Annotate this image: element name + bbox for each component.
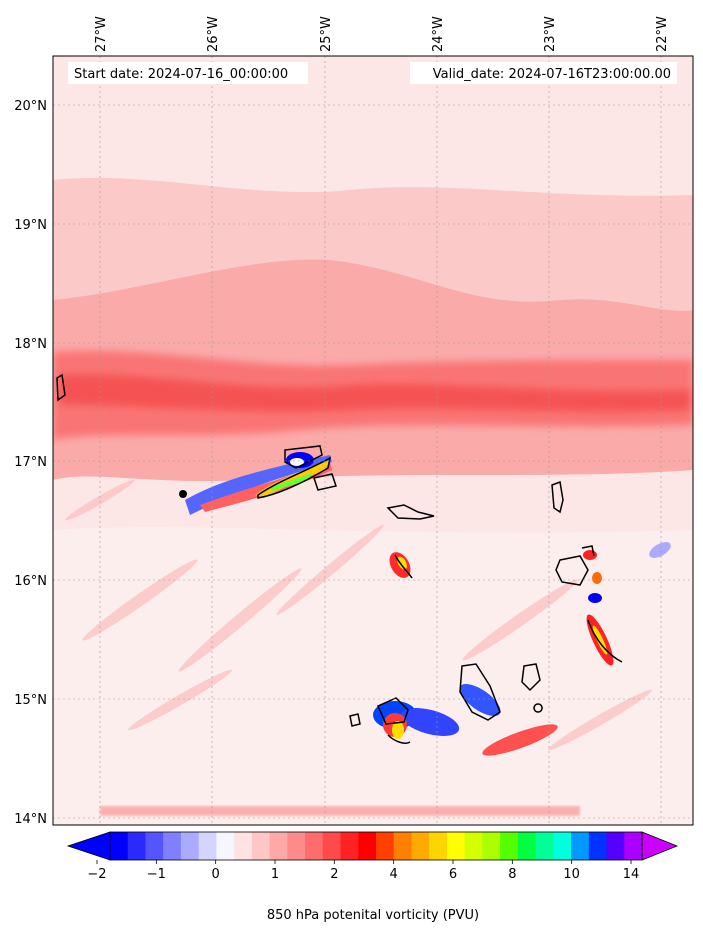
colorbar-segment xyxy=(624,832,643,860)
lon-tick-label: 23°W xyxy=(543,16,558,52)
colorbar-segment xyxy=(535,832,554,860)
southern-band xyxy=(53,527,693,825)
colorbar-segment xyxy=(376,832,395,860)
colorbar-segment xyxy=(429,832,448,860)
colorbar-segment xyxy=(606,832,625,860)
start-date-label: Start date: 2024-07-16_00:00:00 xyxy=(74,67,288,82)
colorbar-segment xyxy=(517,832,537,860)
contour-san-nicolau-small xyxy=(394,554,413,579)
colorbar-segment xyxy=(340,832,359,860)
colorbar-segment xyxy=(446,832,466,860)
colorbar-segment xyxy=(127,832,146,860)
colorbar-tick-label: 0 xyxy=(212,867,220,882)
lat-tick-label: 20°N xyxy=(14,99,47,114)
colorbar xyxy=(66,831,679,861)
colorbar-tick-label: −1 xyxy=(147,867,166,882)
island-santiago xyxy=(459,663,501,721)
colorbar-segment xyxy=(145,832,164,860)
colorbar-tick-label: 14 xyxy=(623,867,640,882)
valid-date-label: Valid_date: 2024-07-16T23:00:00.00 xyxy=(433,67,671,82)
contour-sal-small xyxy=(581,545,595,557)
lat-tick-label: 18°N xyxy=(14,337,47,352)
jet-core xyxy=(60,374,690,412)
colorbar-segment xyxy=(411,832,430,860)
lat-tick-label: 14°N xyxy=(14,812,47,827)
island-santo-antao xyxy=(284,445,323,469)
colorbar-frame xyxy=(109,831,643,861)
colorbar-tick-label: −2 xyxy=(87,867,106,882)
southern-strip xyxy=(100,806,580,816)
island-sal xyxy=(551,480,564,514)
valid-date-box xyxy=(410,62,677,84)
colorbar-label: 850 hPa potenital vorticity (PVU) xyxy=(267,908,479,923)
contour-santiago-small xyxy=(533,703,543,713)
lat-tick-labels: 20°N 19°N 18°N 17°N 16°N 15°N 14°N xyxy=(14,99,47,827)
lon-tick-label: 27°W xyxy=(94,16,109,52)
colorbar-tick-label: 2 xyxy=(330,867,338,882)
island-outlines xyxy=(56,373,623,744)
colorbar-segment xyxy=(216,832,235,860)
colorbar-segment xyxy=(358,832,377,860)
colorbar-tick-label: 8 xyxy=(508,867,516,882)
pv-field xyxy=(53,56,693,825)
lon-tick-labels: 27°W 26°W 25°W 24°W 23°W 22°W xyxy=(94,16,670,52)
colorbar-segment xyxy=(464,832,483,860)
lon-tick-label: 22°W xyxy=(655,16,670,52)
lat-tick-label: 17°N xyxy=(14,455,47,470)
colorbar-segment xyxy=(110,832,129,860)
colorbar-segment xyxy=(571,832,590,860)
gridlines xyxy=(53,56,693,825)
colorbar-segment xyxy=(553,832,572,860)
colorbar-segment xyxy=(163,832,182,860)
colorbar-tick-label: 1 xyxy=(271,867,279,882)
lat-tick-label: 15°N xyxy=(14,693,47,708)
island-westmost xyxy=(56,373,66,402)
colorbar-segment xyxy=(234,832,253,860)
lat-tick-label: 16°N xyxy=(14,574,47,589)
colorbar-segment xyxy=(287,832,306,860)
colorbar-extend-high xyxy=(641,831,679,861)
colorbar-segment xyxy=(322,832,342,860)
contour-fogo-wake xyxy=(387,734,411,744)
colorbar-segment xyxy=(588,832,608,860)
colorbar-segment xyxy=(180,832,200,860)
start-date-box xyxy=(68,62,308,84)
island-maio xyxy=(521,663,541,692)
lon-tick-label: 26°W xyxy=(206,16,221,52)
island-sao-nicolau xyxy=(386,504,435,520)
colorbar-tick-label: 4 xyxy=(390,867,398,882)
colorbar-segment xyxy=(500,832,519,860)
island-boa-vista xyxy=(555,555,589,586)
colorbar-tick-label: 10 xyxy=(563,867,580,882)
colorbar-segment xyxy=(482,832,501,860)
contour-sao-antao-wake xyxy=(257,456,332,499)
colorbar-tick-labels: −2 −1 0 1 2 4 6 8 10 14 xyxy=(87,860,639,882)
colorbar-segment xyxy=(393,832,412,860)
colorbar-segment xyxy=(251,832,271,860)
island-brava xyxy=(349,713,361,727)
lat-tick-label: 19°N xyxy=(14,218,47,233)
colorbar-extend-low xyxy=(66,831,111,861)
colorbar-tick-label: 6 xyxy=(449,867,457,882)
island-sao-vicente xyxy=(313,473,337,491)
island-fogo xyxy=(377,697,409,725)
wake-feature-west xyxy=(179,452,332,515)
colorbar-segment xyxy=(305,832,324,860)
colorbar-segment xyxy=(198,832,217,860)
colorbar-segment xyxy=(269,832,288,860)
lon-tick-label: 25°W xyxy=(319,16,334,52)
contour-boa-wake xyxy=(587,619,623,663)
lon-tick-label: 24°W xyxy=(431,16,446,52)
map-frame xyxy=(52,55,694,826)
